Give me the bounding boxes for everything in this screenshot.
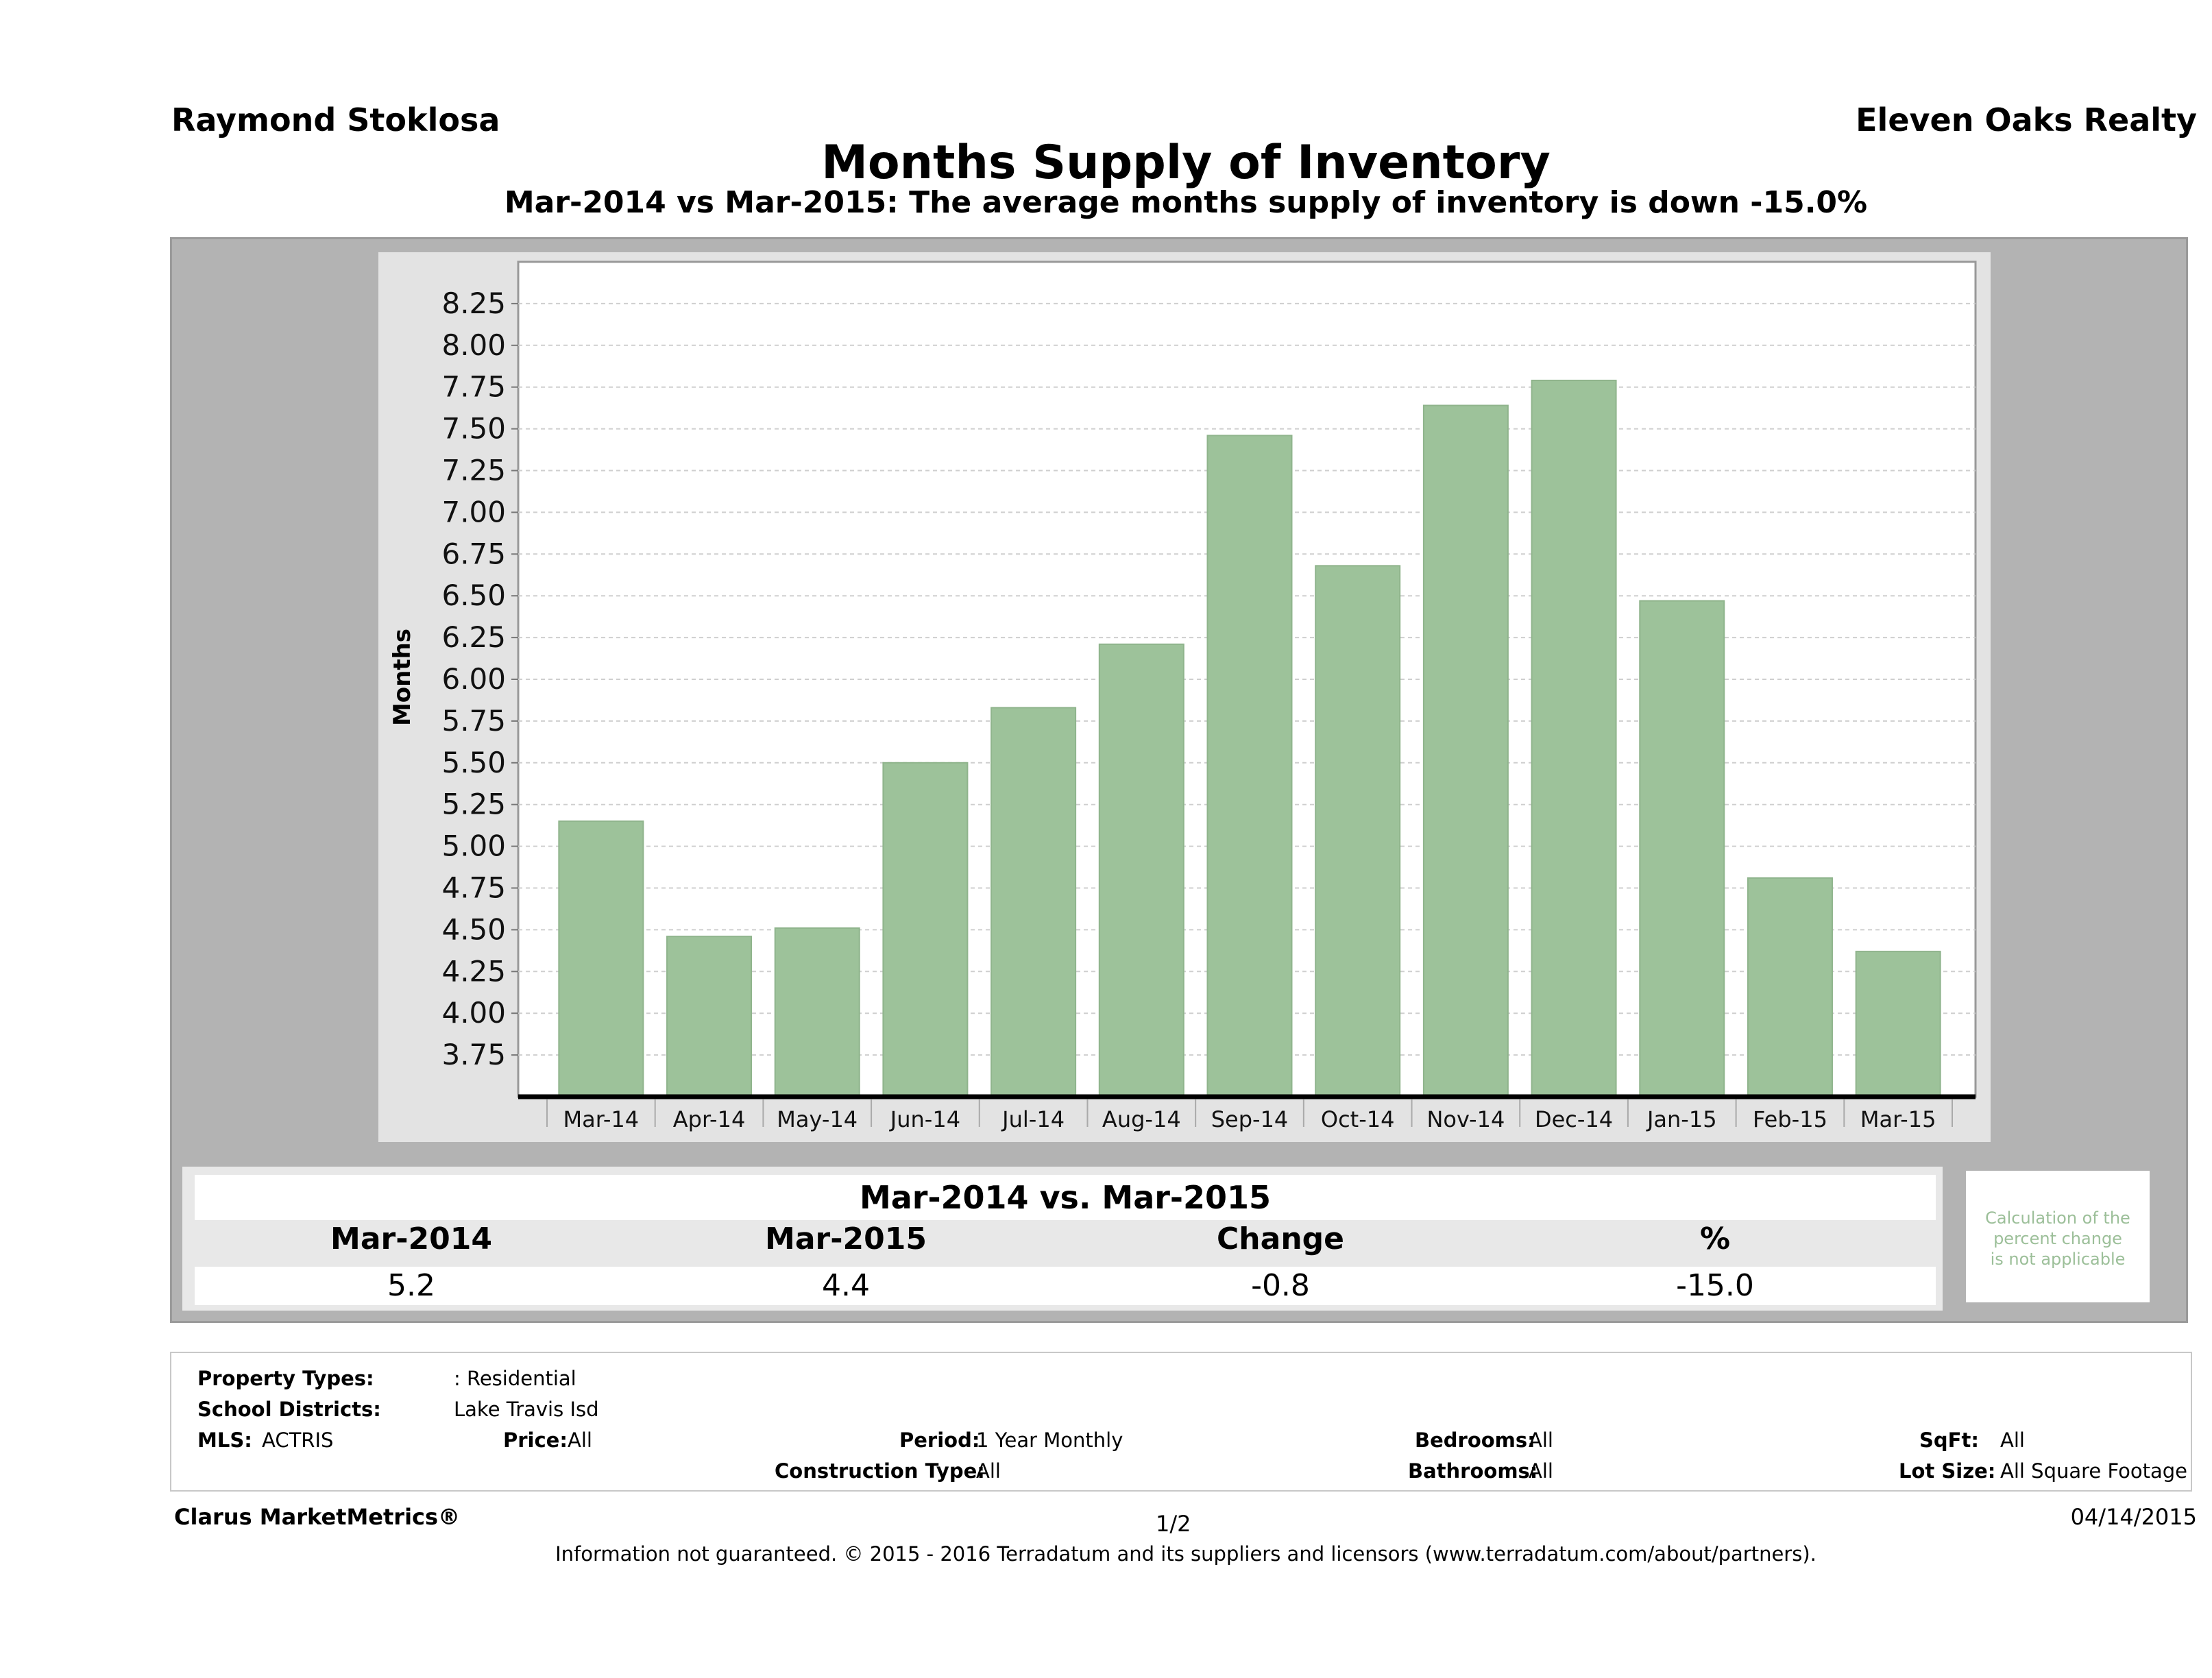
header-mar-2015: Mar-2015 [765, 1221, 927, 1256]
y-tick-label: 7.50 [441, 412, 506, 446]
bar-jul-14 [990, 707, 1077, 1097]
bar-feb-15 [1747, 877, 1833, 1097]
y-tick-label: 6.50 [441, 579, 506, 612]
x-tick-label: Dec-14 [1535, 1106, 1613, 1132]
chart-title: Months Supply of Inventory [821, 136, 1551, 190]
price-value: All [568, 1428, 592, 1452]
x-tick-label: Jul-14 [1001, 1106, 1065, 1132]
x-tick-label: Nov-14 [1426, 1106, 1505, 1132]
construction-type-label: Construction Type: [775, 1459, 985, 1483]
price-label: Price: [503, 1428, 568, 1452]
construction-type-value: All [976, 1459, 1001, 1483]
sqft-label: SqFt: [1919, 1428, 1979, 1452]
bar-apr-14 [666, 936, 753, 1097]
y-tick-label: 5.00 [441, 829, 506, 863]
bar-jun-14 [882, 762, 969, 1097]
school-districts-value: Lake Travis Isd [454, 1398, 599, 1421]
y-tick-label: 5.50 [441, 746, 506, 779]
grid-lines [518, 302, 1976, 1056]
lot-size-label: Lot Size: [1899, 1459, 1996, 1483]
y-tick-label: 8.25 [441, 287, 506, 320]
x-tick-label: Sep-14 [1211, 1106, 1289, 1132]
y-tick-label: 7.75 [441, 370, 506, 404]
property-types-label: Property Types: [197, 1367, 374, 1390]
value-change: -0.8 [1251, 1268, 1310, 1303]
note-line: percent change [1993, 1229, 2122, 1248]
disclaimer: Information not guaranteed. © 2015 - 201… [555, 1542, 1816, 1566]
y-tick-label: 5.25 [441, 788, 506, 821]
company-name: Eleven Oaks Realty [1856, 101, 2197, 138]
header-change: Change [1217, 1221, 1344, 1256]
y-tick-label: 8.00 [441, 328, 506, 362]
summary-title-row: Mar-2014 vs. Mar-2015 [195, 1175, 1936, 1220]
bedrooms-value: All [1529, 1428, 1553, 1452]
value-percent: -15.0 [1676, 1268, 1754, 1303]
school-districts-label: School Districts: [197, 1398, 381, 1421]
x-tick-label: Feb-15 [1753, 1106, 1827, 1132]
bathrooms-label: Bathrooms: [1408, 1459, 1538, 1483]
y-tick-label: 6.25 [441, 620, 506, 654]
bedrooms-label: Bedrooms: [1415, 1428, 1535, 1452]
bar-chart: 3.75 4.00 4.25 4.50 4.75 5.00 5.25 5.50 5.75 6.00… [389, 260, 1977, 1132]
y-tick-label: 4.25 [441, 954, 506, 988]
y-tick-label: 6.75 [441, 537, 506, 570]
y-axis-ticks: 3.75 4.00 4.25 4.50 4.75 5.00 5.25 5.50 5.75 6.00… [441, 287, 518, 1071]
bar-may-14 [774, 927, 860, 1097]
bar-oct-14 [1315, 565, 1401, 1097]
y-axis-label: Months [389, 629, 416, 726]
header-mar-2014: Mar-2014 [330, 1221, 492, 1256]
x-tick-label: Jun-14 [889, 1106, 960, 1132]
x-tick-label: Aug-14 [1102, 1106, 1181, 1132]
footer-brand: Clarus MarketMetrics® [174, 1504, 461, 1530]
y-tick-label: 4.00 [441, 996, 506, 1030]
agent-name: Raymond Stoklosa [171, 101, 500, 138]
header-percent: % [1699, 1221, 1731, 1256]
x-tick-label: Apr-14 [673, 1106, 746, 1132]
summary-values-row [195, 1267, 1936, 1305]
bar-mar-15 [1855, 951, 1941, 1097]
x-tick-label: Mar-14 [563, 1106, 640, 1132]
note-line: is not applicable [1990, 1250, 2126, 1269]
y-tick-label: 3.75 [441, 1038, 506, 1071]
bar-dec-14 [1531, 379, 1617, 1097]
y-tick-label: 7.25 [441, 454, 506, 487]
y-tick-label: 6.00 [441, 662, 506, 696]
bar-jan-15 [1639, 600, 1725, 1097]
summary-title: Mar-2014 vs. Mar-2015 [859, 1179, 1272, 1216]
report-date: 04/14/2015 [2070, 1504, 2197, 1530]
bar-sep-14 [1206, 435, 1293, 1097]
y-tick-label: 4.75 [441, 871, 506, 905]
lot-size-value: All Square Footage [2000, 1459, 2188, 1483]
mls-value: ACTRIS [262, 1428, 334, 1452]
property-types-value: : Residential [454, 1367, 576, 1390]
mls-label: MLS: [197, 1428, 252, 1452]
bar-aug-14 [1098, 643, 1184, 1097]
x-tick-label: Oct-14 [1321, 1106, 1395, 1132]
bar-mar-14 [558, 820, 644, 1097]
search-criteria: Property Types: : Residential School Dis… [170, 1352, 2192, 1492]
summary-table: Mar-2014 vs. Mar-2015 Mar-2014 Mar-2015 … [182, 1167, 1943, 1311]
sqft-value: All [2000, 1428, 2025, 1452]
x-axis-ticks: Mar-14 Apr-14 May-14 Jun-14 Jul-14 Aug-14 Sep-… [546, 1099, 1953, 1132]
y-tick-label: 4.50 [441, 912, 506, 946]
y-tick-label: 5.75 [441, 704, 506, 738]
percent-change-note: Calculation of the percent change is not… [1966, 1171, 2150, 1302]
period-label: Period: [899, 1428, 980, 1452]
page-number: 1/2 [1156, 1511, 1191, 1537]
x-tick-label: May-14 [777, 1106, 858, 1132]
chart-subtitle: Mar-2014 vs Mar-2015: The average months… [504, 185, 1868, 220]
bathrooms-value: All [1529, 1459, 1553, 1483]
x-tick-label: Mar-15 [1860, 1106, 1936, 1132]
y-tick-label: 7.00 [441, 495, 506, 528]
value-mar-2015: 4.4 [822, 1268, 870, 1303]
bar-nov-14 [1422, 404, 1509, 1098]
note-line: Calculation of the [1985, 1208, 2130, 1228]
period-value: 1 Year Monthly [976, 1428, 1123, 1452]
value-mar-2014: 5.2 [387, 1268, 435, 1303]
x-tick-label: Jan-15 [1646, 1106, 1717, 1132]
bars [558, 379, 1941, 1098]
